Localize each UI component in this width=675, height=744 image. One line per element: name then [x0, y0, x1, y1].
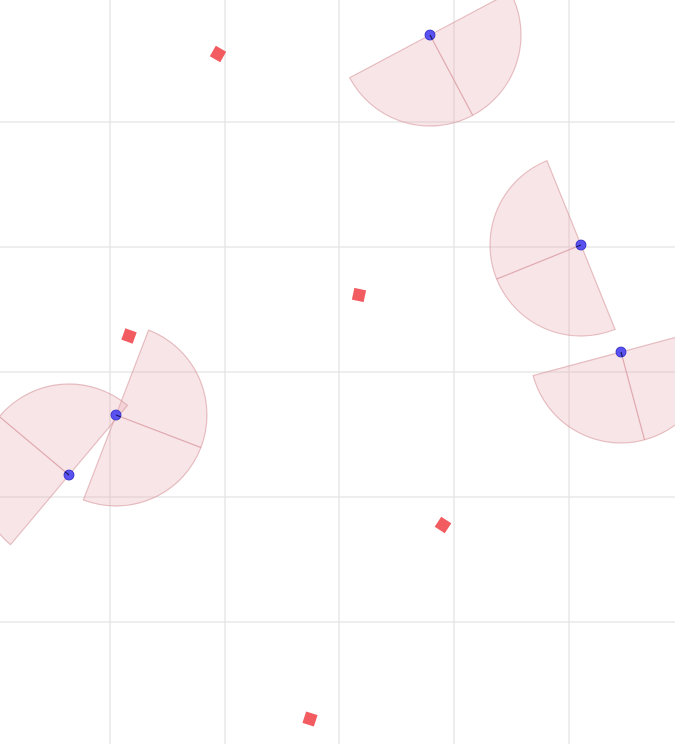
square-icon [302, 711, 318, 727]
guard-heading-tick [620, 351, 623, 357]
vision-cone [532, 336, 675, 444]
vision-cones [0, 0, 675, 546]
vision-cone [348, 0, 522, 127]
facing-direction-line [115, 414, 202, 449]
diamond-icon [434, 516, 452, 534]
square-icon [121, 328, 137, 344]
guard-heading-tick [576, 244, 582, 248]
guard-heading-tick [115, 414, 121, 418]
vision-cone [489, 159, 616, 337]
pickups [121, 45, 452, 727]
vision-cone [0, 383, 129, 546]
diamond-icon [209, 45, 227, 63]
guards [63, 29, 627, 481]
guard-heading-tick [64, 471, 70, 476]
square-icon [351, 287, 367, 303]
guard-heading-tick [429, 34, 433, 40]
facing-direction-line [620, 351, 646, 441]
facing-direction-line [0, 416, 70, 476]
facing-direction-line [496, 244, 582, 280]
facing-direction-line [429, 34, 474, 116]
